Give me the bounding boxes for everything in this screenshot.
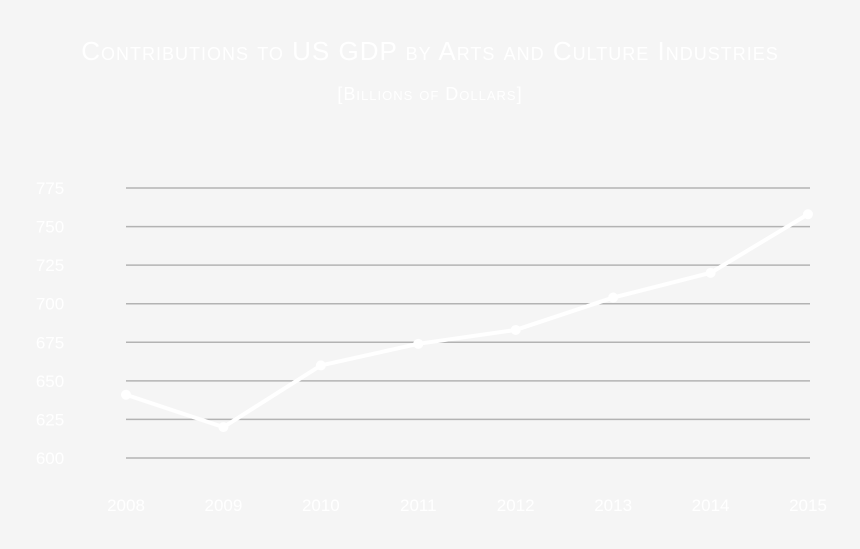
y-tick-label: 600 xyxy=(36,449,64,468)
y-tick-label: 725 xyxy=(36,256,64,275)
y-tick-label: 650 xyxy=(36,372,64,391)
series-line xyxy=(124,212,810,430)
x-tick-label: 2015 xyxy=(789,496,827,515)
y-axis: 775 750 725 700 675 650 625 600 xyxy=(36,179,64,468)
y-tick-label: 675 xyxy=(36,333,64,352)
data-point xyxy=(510,324,521,335)
data-point xyxy=(803,209,813,220)
gridlines xyxy=(126,187,810,459)
data-point xyxy=(218,422,229,433)
data-point xyxy=(121,389,131,400)
y-tick-label: 750 xyxy=(36,218,64,237)
series-line-group xyxy=(121,209,813,433)
x-axis: 2008 2009 2010 2011 2012 2013 2014 2015 xyxy=(107,496,827,515)
data-point xyxy=(608,292,619,303)
chart-title: Contributions to US GDP by Arts and Cult… xyxy=(81,36,779,66)
y-tick-label: 625 xyxy=(36,410,64,429)
x-tick-label: 2013 xyxy=(594,496,632,515)
x-tick-label: 2011 xyxy=(400,496,437,515)
x-tick-label: 2009 xyxy=(205,496,243,515)
chart-subtitle: [Billions of Dollars] xyxy=(337,84,523,104)
data-point xyxy=(705,267,716,278)
x-tick-label: 2010 xyxy=(302,496,340,515)
y-tick-label: 775 xyxy=(36,179,64,198)
y-tick-label: 700 xyxy=(36,295,64,314)
x-tick-label: 2008 xyxy=(107,496,145,515)
x-tick-label: 2014 xyxy=(692,496,730,515)
x-tick-label: 2012 xyxy=(497,496,535,515)
data-point xyxy=(315,360,326,371)
data-point xyxy=(413,338,424,349)
